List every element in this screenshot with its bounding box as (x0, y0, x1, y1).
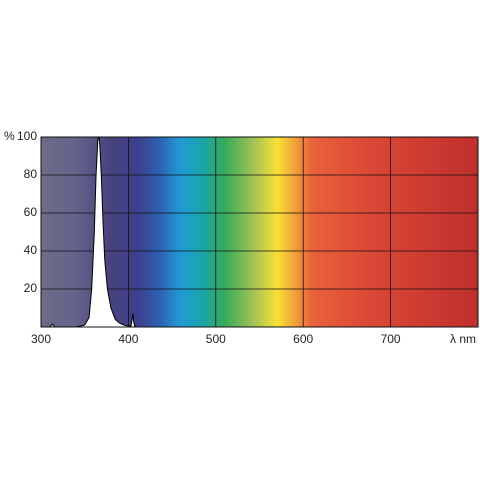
spectrum-area (41, 136, 478, 328)
x-tick-label: 600 (293, 332, 313, 346)
plot-border (40, 136, 479, 328)
y-tick-label: 100 (17, 129, 37, 143)
y-tick-label: 20 (24, 281, 38, 295)
x-tick-label: 300 (31, 332, 51, 346)
y-tick-label: 40 (24, 243, 38, 257)
x-tick-label: 700 (381, 332, 401, 346)
spectrum-background (41, 137, 478, 327)
x-axis-label: λ nm (450, 332, 476, 346)
y-tick-label: 80 (24, 167, 38, 181)
x-tick-label: 500 (206, 332, 226, 346)
y-axis-label: % (4, 129, 15, 143)
x-tick-label: 400 (118, 332, 138, 346)
y-tick-label: 60 (24, 205, 38, 219)
